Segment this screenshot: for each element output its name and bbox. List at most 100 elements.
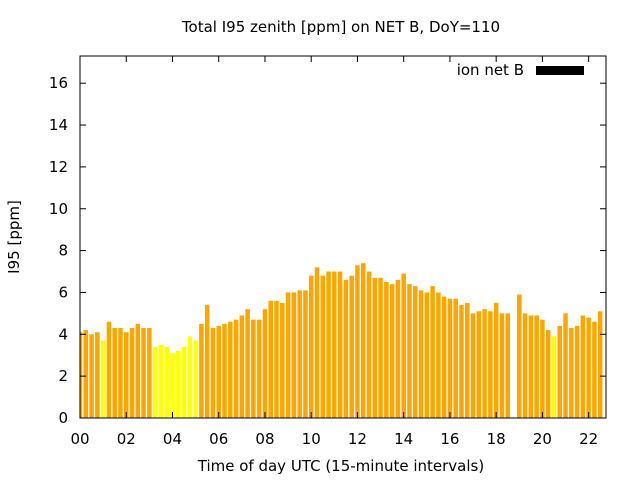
legend-label: ion net B (457, 61, 524, 79)
bar (152, 346, 158, 418)
x-tick-label: 04 (163, 430, 182, 448)
bar (199, 323, 204, 418)
y-tick-label: 16 (49, 74, 68, 92)
bar (534, 315, 539, 418)
bar (216, 325, 221, 418)
bar (574, 325, 580, 418)
bar (476, 311, 482, 418)
bar (291, 292, 297, 418)
bar (424, 292, 430, 418)
bar (453, 298, 458, 418)
bar (413, 286, 418, 418)
bar (170, 353, 175, 418)
bar (95, 332, 100, 418)
bar (106, 321, 112, 418)
bar (557, 325, 563, 418)
y-axis: 0 2 4 6 8 10 12 14 16 (49, 74, 606, 427)
bar (251, 319, 256, 418)
bar (233, 319, 239, 418)
x-tick-label: 20 (533, 430, 552, 448)
bar (118, 328, 123, 418)
bar (441, 296, 447, 418)
bar (447, 298, 453, 418)
x-tick-label: 12 (348, 430, 367, 448)
bar (320, 275, 326, 418)
bar (204, 305, 210, 418)
bar (193, 340, 198, 418)
x-tick-label: 02 (117, 430, 136, 448)
legend-swatch (536, 66, 584, 75)
bar (540, 319, 545, 418)
bar (176, 351, 181, 418)
bar (436, 292, 441, 418)
bar (430, 286, 435, 418)
bar (488, 311, 493, 418)
bar (256, 319, 262, 418)
bar (401, 273, 406, 418)
bar (303, 290, 308, 418)
bar (349, 275, 354, 418)
bar (158, 344, 164, 418)
y-tick-label: 2 (58, 367, 68, 385)
bar (297, 290, 302, 418)
bar (274, 300, 279, 418)
bar (228, 321, 233, 418)
x-tick-label: 16 (440, 430, 459, 448)
bar (123, 332, 129, 418)
bar (141, 328, 146, 418)
bar (378, 277, 383, 418)
bar (395, 279, 401, 418)
bar (407, 284, 412, 418)
bar (418, 290, 424, 418)
bar (147, 328, 152, 418)
bar (389, 284, 395, 418)
legend: ion net B (457, 61, 584, 79)
bar (222, 323, 227, 418)
bar (80, 332, 83, 418)
bar (89, 334, 94, 418)
bar (482, 309, 487, 418)
bar (187, 336, 193, 418)
bar (580, 315, 586, 418)
bar (135, 323, 141, 418)
y-tick-label: 8 (58, 242, 68, 260)
bar (308, 275, 314, 418)
bars-layer (80, 263, 603, 418)
bar (332, 271, 337, 418)
bar (280, 302, 285, 418)
bar (499, 313, 505, 418)
x-tick-label: 18 (487, 430, 506, 448)
bar (569, 328, 574, 418)
bar (545, 330, 551, 418)
bar (355, 265, 360, 418)
y-tick-label: 10 (49, 200, 68, 218)
bar (493, 302, 499, 418)
bar (262, 309, 268, 418)
bar (129, 328, 135, 418)
bar (586, 317, 591, 418)
bar (245, 309, 250, 418)
bar (551, 336, 557, 418)
x-tick-label: 22 (579, 430, 598, 448)
bar (210, 328, 216, 418)
y-tick-label: 0 (58, 409, 68, 427)
bar (470, 313, 476, 418)
bar (360, 263, 366, 418)
bar (563, 313, 568, 418)
y-axis-label: I95 [ppm] (5, 200, 23, 274)
bar (326, 271, 331, 418)
x-tick-label: 06 (209, 430, 228, 448)
bar (366, 271, 372, 418)
chart-title: Total I95 zenith [ppm] on NET B, DoY=110 (181, 18, 500, 36)
bar (384, 281, 389, 418)
y-tick-label: 6 (58, 283, 68, 301)
bar (268, 300, 273, 418)
bar (522, 313, 528, 418)
bar (517, 294, 522, 418)
bar (100, 340, 106, 418)
bar (372, 277, 378, 418)
x-tick-label: 14 (394, 430, 413, 448)
bar (112, 328, 117, 418)
bar (164, 346, 169, 418)
bar (83, 330, 89, 418)
